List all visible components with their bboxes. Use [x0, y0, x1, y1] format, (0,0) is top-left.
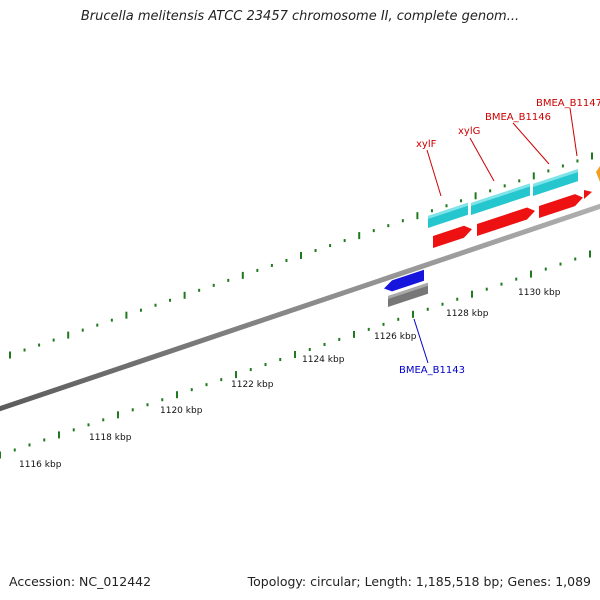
tick-label: 1126 kbp	[374, 332, 417, 342]
tick-label: 1122 kbp	[231, 380, 274, 390]
xylG-gene-block-highlight	[471, 183, 530, 206]
label-leader-lines	[413, 107, 578, 364]
BMEA_B1146-cds-arrow[interactable]	[539, 194, 583, 218]
gene-label-xylg[interactable]: xylG	[458, 126, 480, 137]
forward-tick-track	[9, 152, 593, 359]
feature-group	[384, 166, 600, 307]
BMEA_B1147-cds-arrow[interactable]	[584, 190, 592, 199]
xylF-cds-arrow[interactable]	[433, 225, 472, 248]
tick-label: 1120 kbp	[160, 406, 203, 416]
reverse-tick-track	[0, 250, 591, 459]
xylF-gene-block[interactable]	[428, 202, 468, 228]
edge-feature[interactable]	[596, 166, 600, 182]
BMEA_B1143-cds-arrow[interactable]	[384, 269, 424, 292]
gene-label-bmea-b1143[interactable]: BMEA_B1143	[399, 365, 465, 376]
gene-label-bmea-b1147[interactable]: BMEA_B1147	[536, 98, 600, 109]
xylF-gene-block-highlight	[428, 202, 468, 219]
map-title: Brucella melitensis ATCC 23457 chromosom…	[80, 9, 520, 24]
tick-label: 1116 kbp	[19, 460, 62, 470]
xylG-cds-arrow[interactable]	[477, 207, 535, 237]
BMEA_B1147-leader-line	[569, 107, 578, 157]
xylG-leader-line	[469, 137, 495, 182]
tick-label: 1128 kbp	[446, 309, 489, 319]
topology-summary: Topology: circular; Length: 1,185,518 bp…	[247, 574, 591, 589]
genome-backbone	[0, 203, 600, 412]
gene-label-bmea-b1146[interactable]: BMEA_B1146	[485, 112, 551, 123]
BMEA_B1146-gene-block-highlight	[533, 169, 578, 187]
BMEA_B1143-leader-line	[413, 318, 429, 364]
BMEA_B1143-gene-block-highlight	[388, 282, 428, 299]
accession-text: Accession: NC_012442	[9, 574, 152, 589]
tick-label: 1130 kbp	[518, 288, 561, 298]
BMEA_B1146-leader-line	[512, 122, 550, 165]
tick-label: 1118 kbp	[89, 433, 132, 443]
tick-label: 1124 kbp	[302, 355, 345, 365]
tick-label-group: 1116 kbp 1118 kbp 1120 kbp 1122 kbp 1124 kbp…	[19, 288, 561, 470]
gene-label-xylf[interactable]: xylF	[416, 139, 437, 150]
xylF-leader-line	[426, 149, 442, 197]
gene-label-group: xylF xylG BMEA_B1146 BMEA_B1147 BMEA_B1143	[399, 98, 600, 376]
